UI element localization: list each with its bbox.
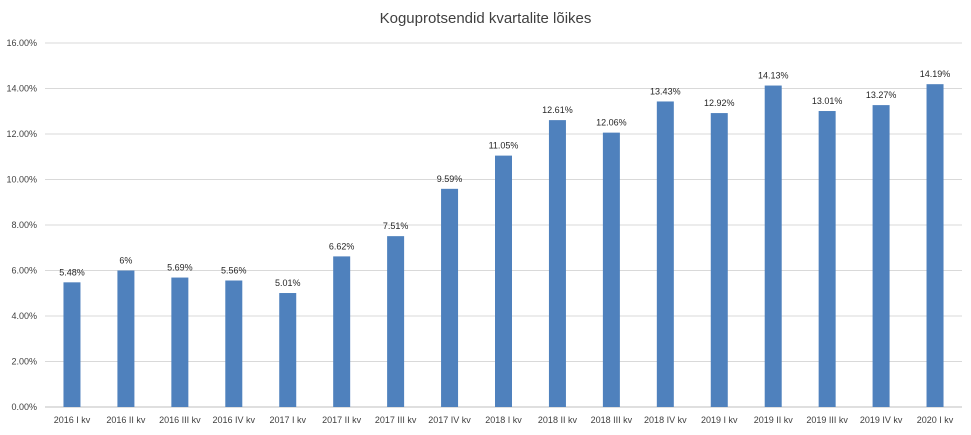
x-axis-ticks: 2016 I kv 2016 II kv 2016 III kv 2016 IV kv…	[54, 415, 954, 425]
y-tick-label: 6.00%	[11, 266, 37, 276]
y-tick-label: 16.00%	[6, 38, 37, 48]
x-tick-label: 2018 I kv	[485, 415, 522, 425]
data-label: 6.62%	[329, 241, 355, 251]
data-label: 12.92%	[704, 98, 735, 108]
y-tick-label: 12.00%	[6, 129, 37, 139]
x-tick-label: 2017 I kv	[269, 415, 306, 425]
bar	[495, 155, 512, 407]
x-tick-label: 2018 IV kv	[644, 415, 687, 425]
bar	[872, 105, 890, 408]
bar	[117, 270, 135, 407]
y-tick-label: 14.00%	[6, 84, 37, 94]
data-label: 14.13%	[758, 71, 789, 81]
y-tick-label: 2.00%	[11, 357, 37, 367]
bar	[710, 113, 728, 407]
x-tick-label: 2016 II kv	[106, 415, 146, 425]
data-label: 11.05%	[489, 141, 519, 151]
data-label: 12.61%	[542, 105, 573, 115]
bar	[225, 280, 243, 407]
x-tick-label: 2019 IV kv	[860, 415, 903, 425]
x-tick-label: 2016 IV kv	[213, 415, 256, 425]
y-tick-label: 0.00%	[11, 402, 37, 412]
y-axis-ticks: 0.00% 2.00% 4.00% 6.00% 8.00% 10.00% 12.00% 14.…	[6, 38, 37, 412]
x-tick-label: 2017 IV kv	[428, 415, 471, 425]
bar	[387, 236, 405, 407]
bar	[926, 84, 944, 408]
bar	[279, 293, 297, 407]
data-label: 13.27%	[866, 90, 897, 100]
data-label: 6%	[119, 256, 132, 266]
data-label: 14.19%	[920, 69, 951, 79]
bar	[63, 282, 81, 407]
data-label: 5.69%	[167, 263, 193, 273]
bar	[333, 256, 351, 407]
bar	[441, 188, 459, 407]
x-tick-label: 2019 II kv	[754, 415, 794, 425]
bar	[548, 120, 566, 407]
x-tick-label: 2019 III kv	[806, 415, 848, 425]
data-label: 12.06%	[596, 118, 627, 128]
x-tick-label: 2020 I kv	[917, 415, 954, 425]
y-tick-label: 10.00%	[6, 175, 37, 185]
bar	[171, 277, 189, 407]
bar	[602, 132, 620, 407]
bar	[656, 101, 674, 407]
data-labels: 5.48% 6% 5.69% 5.56% 5.01% 6.62% 7.51% 9.59% 11.…	[59, 69, 950, 288]
data-label: 5.48%	[59, 267, 85, 277]
data-label: 5.01%	[275, 278, 301, 288]
bar	[764, 85, 782, 407]
data-label: 13.01%	[812, 96, 843, 106]
x-tick-label: 2019 I kv	[701, 415, 738, 425]
chart-title: Koguprotsendid kvartalite lõikes	[379, 10, 592, 27]
data-label: 9.59%	[437, 174, 463, 184]
x-tick-label: 2017 III kv	[375, 415, 417, 425]
x-tick-label: 2017 II kv	[322, 415, 362, 425]
bar	[818, 111, 836, 408]
y-tick-label: 4.00%	[11, 311, 37, 321]
x-tick-label: 2016 I kv	[54, 415, 91, 425]
data-label: 7.51%	[383, 221, 409, 231]
bars	[63, 84, 944, 408]
x-tick-label: 2018 II kv	[538, 415, 578, 425]
x-tick-label: 2018 III kv	[591, 415, 633, 425]
data-label: 13.43%	[650, 86, 681, 96]
x-tick-label: 2016 III kv	[159, 415, 201, 425]
y-tick-label: 8.00%	[11, 220, 37, 230]
data-label: 5.56%	[221, 266, 247, 276]
